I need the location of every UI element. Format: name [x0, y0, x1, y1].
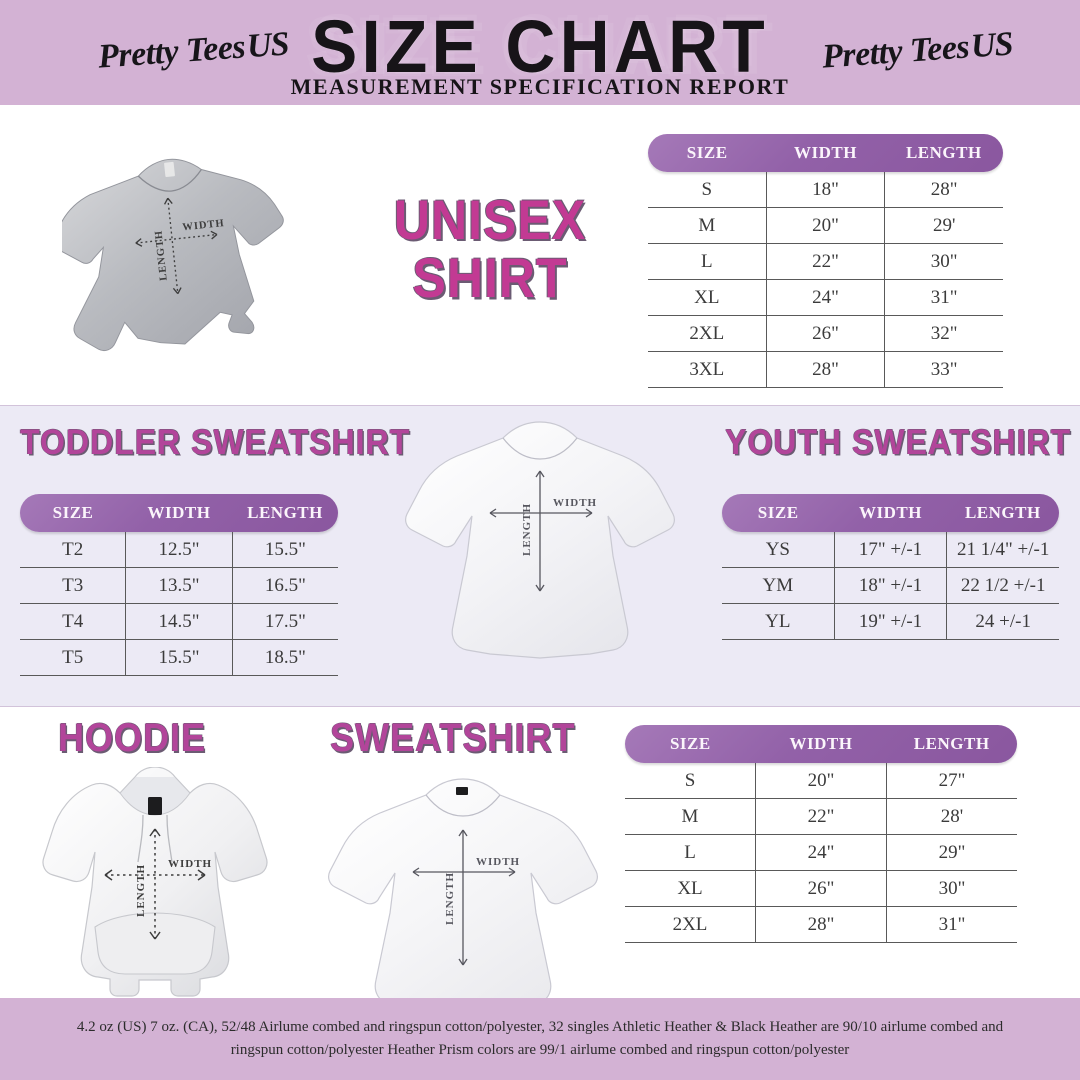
svg-text:WIDTH: WIDTH	[168, 858, 212, 870]
svg-text:LENGTH: LENGTH	[444, 872, 456, 925]
svg-text:WIDTH: WIDTH	[476, 856, 520, 868]
svg-text:LENGTH: LENGTH	[154, 229, 170, 281]
svg-text:WIDTH: WIDTH	[553, 497, 597, 509]
svg-text:LENGTH: LENGTH	[135, 864, 147, 917]
svg-text:LENGTH: LENGTH	[521, 503, 533, 556]
svg-text:WIDTH: WIDTH	[182, 218, 225, 233]
